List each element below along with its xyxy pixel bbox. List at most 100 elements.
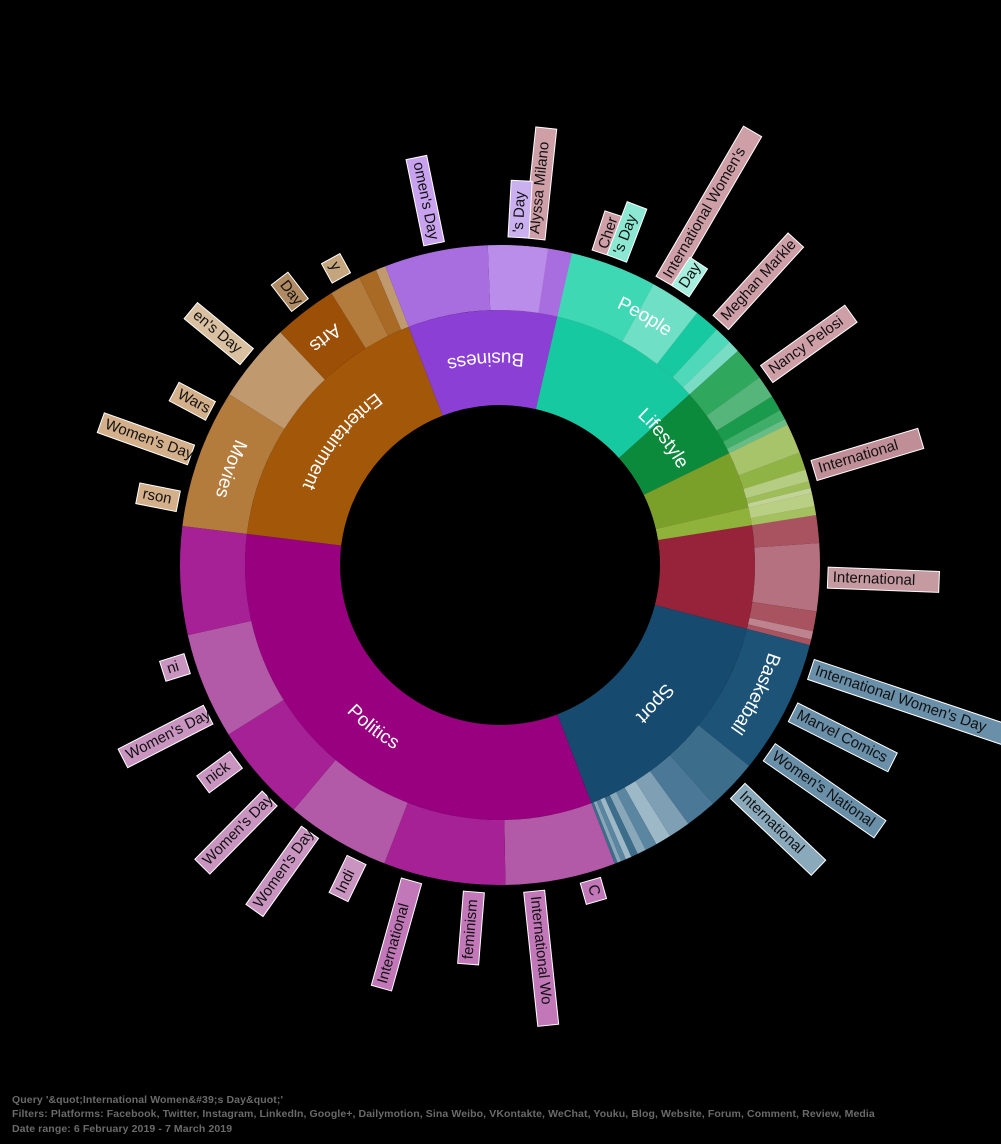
ring2-segment-1-7[interactable] <box>604 795 638 857</box>
sunburst-arcs[interactable] <box>180 244 820 886</box>
leaf-label-box[interactable] <box>194 790 278 875</box>
ring2-segment-3-3[interactable] <box>331 277 389 349</box>
ring2-segment-0-2[interactable] <box>752 543 820 612</box>
leaf-label-box[interactable] <box>787 702 898 773</box>
leaf-label[interactable]: International Women's <box>655 125 763 288</box>
leaf-label[interactable]: Nancy Pelosi <box>759 304 858 384</box>
ring2-segment-8-1[interactable] <box>750 506 817 526</box>
leaf-label[interactable]: 's Day <box>507 179 533 239</box>
leaf-label[interactable]: omen's Day <box>405 154 445 247</box>
ring2-segment-3-1[interactable] <box>229 332 325 429</box>
ring2-segment-5-1[interactable] <box>622 284 698 365</box>
leaf-label[interactable]: International <box>810 427 925 482</box>
leaf-label-box[interactable] <box>320 252 352 284</box>
ring2-segment-1-8[interactable] <box>600 797 632 860</box>
ring1-segment-unnamed-6[interactable] <box>618 394 730 495</box>
leaf-label-box[interactable] <box>328 854 367 903</box>
leaf-label-box[interactable] <box>523 889 560 1027</box>
ring2-segment-2-0[interactable] <box>504 803 615 885</box>
leaf-label[interactable]: International <box>826 566 940 593</box>
ring2-segment-2-5[interactable] <box>180 526 252 636</box>
ring2-segment-5-4[interactable] <box>682 342 738 395</box>
ring2-segment-6-4[interactable] <box>727 419 788 454</box>
ring1-segment-entertainment[interactable] <box>246 326 443 546</box>
leaf-label[interactable]: International <box>729 782 827 877</box>
leaf-label-box[interactable] <box>806 658 1001 746</box>
ring1-segment-sport[interactable] <box>557 605 747 804</box>
ring2-segment-7-4[interactable] <box>747 488 812 508</box>
ring2-segment-5-3[interactable] <box>672 329 730 388</box>
ring2-segment-3-4[interactable] <box>359 270 402 336</box>
leaf-label-box[interactable] <box>370 877 423 992</box>
ring1-segment-unnamed-8[interactable] <box>655 507 752 540</box>
leaf-label[interactable]: Indi <box>328 854 367 903</box>
leaf-label-box[interactable] <box>507 179 533 239</box>
ring2-segment-2-2[interactable] <box>293 759 408 864</box>
leaf-label-box[interactable] <box>245 825 320 918</box>
leaf-label[interactable]: International <box>370 877 423 992</box>
ring2-segment-movies[interactable] <box>182 394 285 534</box>
ring2-segment-7-3[interactable] <box>746 481 811 504</box>
ring2-segment-7-1[interactable] <box>738 452 806 490</box>
leaf-label[interactable]: Women's Day <box>96 412 196 466</box>
ring2-segment-4-0[interactable] <box>385 245 491 327</box>
ring2-segment-0-5[interactable] <box>746 624 812 646</box>
leaf-label-box[interactable] <box>96 412 196 466</box>
ring2-segment-1-10[interactable] <box>593 801 622 863</box>
leaf-label-box[interactable] <box>759 304 858 384</box>
leaf-label[interactable]: International Wo <box>523 889 560 1027</box>
ring2-segment-1-5[interactable] <box>616 787 657 850</box>
leaf-label[interactable]: Day <box>270 271 309 313</box>
ring2-segment-6-0[interactable] <box>689 350 760 416</box>
leaf-label-box[interactable] <box>183 301 255 366</box>
ring2-segment-1-2[interactable] <box>650 755 714 824</box>
ring2-segment-7-0[interactable] <box>729 424 800 476</box>
ring2-segment-8-0[interactable] <box>748 493 815 519</box>
leaf-label[interactable]: en's Day <box>183 301 255 366</box>
ring2-segment-5-2[interactable] <box>656 312 717 378</box>
ring2-segment-arts[interactable] <box>280 293 366 380</box>
ring2-segment-1-1[interactable] <box>669 725 750 804</box>
ring1-segment-unnamed-5[interactable] <box>535 316 690 458</box>
ring2-segment-2-4[interactable] <box>187 620 284 735</box>
leaf-label-box[interactable] <box>117 704 214 769</box>
ring1-segment-unnamed-7[interactable] <box>643 453 749 530</box>
ring2-segment-basketball[interactable] <box>698 628 810 766</box>
leaf-label[interactable]: Women's Day <box>245 824 320 918</box>
leaf-label-box[interactable] <box>457 890 485 966</box>
leaf-label-box[interactable] <box>135 482 181 513</box>
leaf-label-box[interactable] <box>712 232 805 331</box>
ring2-segment-2-3[interactable] <box>228 700 336 810</box>
ring2-segment-5-0[interactable] <box>557 253 654 342</box>
leaf-label[interactable]: ni <box>158 652 191 682</box>
leaf-label[interactable]: C <box>579 876 608 905</box>
ring2-segment-7-2[interactable] <box>743 469 809 499</box>
leaf-label[interactable]: y <box>320 252 352 284</box>
ring2-segment-1-11[interactable] <box>591 802 618 864</box>
ring2-segment-0-3[interactable] <box>749 602 817 632</box>
leaf-label-box[interactable] <box>729 782 827 877</box>
ring2-segment-3-5[interactable] <box>375 266 409 330</box>
leaf-label-box[interactable] <box>606 201 648 263</box>
leaf-label[interactable]: nick <box>196 750 244 794</box>
ring2-segment-1-3[interactable] <box>635 771 689 837</box>
leaf-label-box[interactable] <box>810 427 925 482</box>
ring1-segment-politics[interactable] <box>245 533 592 820</box>
leaf-label-box[interactable] <box>196 750 244 794</box>
leaf-label-box[interactable] <box>168 381 217 421</box>
leaf-label-box[interactable] <box>762 742 887 839</box>
leaf-label-box[interactable] <box>158 652 191 682</box>
ring2-segment-0-4[interactable] <box>747 617 814 640</box>
leaf-label-box[interactable] <box>655 125 763 288</box>
leaf-label-box[interactable] <box>826 566 940 593</box>
leaf-label-box[interactable] <box>405 154 445 247</box>
leaf-label[interactable]: Meghan Markle <box>712 232 805 331</box>
ring1-segment-business[interactable] <box>408 310 558 416</box>
ring2-segment-1-6[interactable] <box>609 792 646 854</box>
ring2-segment-6-2[interactable] <box>716 396 781 442</box>
leaf-label-box[interactable] <box>270 271 309 313</box>
leaf-label-box[interactable] <box>579 876 608 905</box>
ring2-segment-6-3[interactable] <box>723 410 785 449</box>
leaf-label[interactable]: rson <box>135 482 181 513</box>
